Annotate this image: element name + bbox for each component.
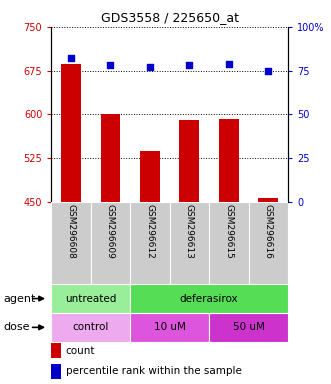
Title: GDS3558 / 225650_at: GDS3558 / 225650_at bbox=[101, 11, 239, 24]
Bar bbox=[91, 202, 130, 284]
Point bbox=[147, 64, 153, 70]
Bar bbox=[259, 198, 278, 202]
Bar bbox=[51, 364, 61, 379]
Bar bbox=[219, 119, 239, 202]
Text: GSM296615: GSM296615 bbox=[224, 204, 233, 259]
Point bbox=[187, 62, 192, 68]
Bar bbox=[169, 202, 209, 284]
Bar bbox=[51, 202, 91, 284]
Text: deferasirox: deferasirox bbox=[180, 293, 238, 304]
Text: GSM296616: GSM296616 bbox=[264, 204, 273, 259]
Bar bbox=[249, 202, 288, 284]
Bar bbox=[51, 343, 61, 358]
Point bbox=[108, 62, 113, 68]
Text: GSM296613: GSM296613 bbox=[185, 204, 194, 259]
Text: percentile rank within the sample: percentile rank within the sample bbox=[66, 366, 241, 376]
Text: control: control bbox=[72, 322, 109, 333]
Bar bbox=[140, 151, 160, 202]
Bar bbox=[179, 120, 199, 202]
Point bbox=[265, 68, 271, 74]
Bar bbox=[130, 284, 288, 313]
Text: agent: agent bbox=[3, 293, 36, 304]
Bar bbox=[130, 202, 169, 284]
Bar bbox=[51, 284, 130, 313]
Bar bbox=[61, 64, 81, 202]
Text: 10 uM: 10 uM bbox=[154, 322, 186, 333]
Bar bbox=[209, 313, 288, 342]
Text: count: count bbox=[66, 346, 95, 356]
Point bbox=[226, 61, 231, 67]
Text: 50 uM: 50 uM bbox=[233, 322, 264, 333]
Text: GSM296612: GSM296612 bbox=[145, 204, 155, 259]
Text: dose: dose bbox=[3, 322, 30, 333]
Text: untreated: untreated bbox=[65, 293, 117, 304]
Text: GSM296608: GSM296608 bbox=[67, 204, 75, 259]
Bar bbox=[101, 114, 120, 202]
Bar bbox=[51, 313, 130, 342]
Bar bbox=[209, 202, 249, 284]
Text: GSM296609: GSM296609 bbox=[106, 204, 115, 259]
Point bbox=[69, 55, 74, 61]
Bar bbox=[130, 313, 209, 342]
